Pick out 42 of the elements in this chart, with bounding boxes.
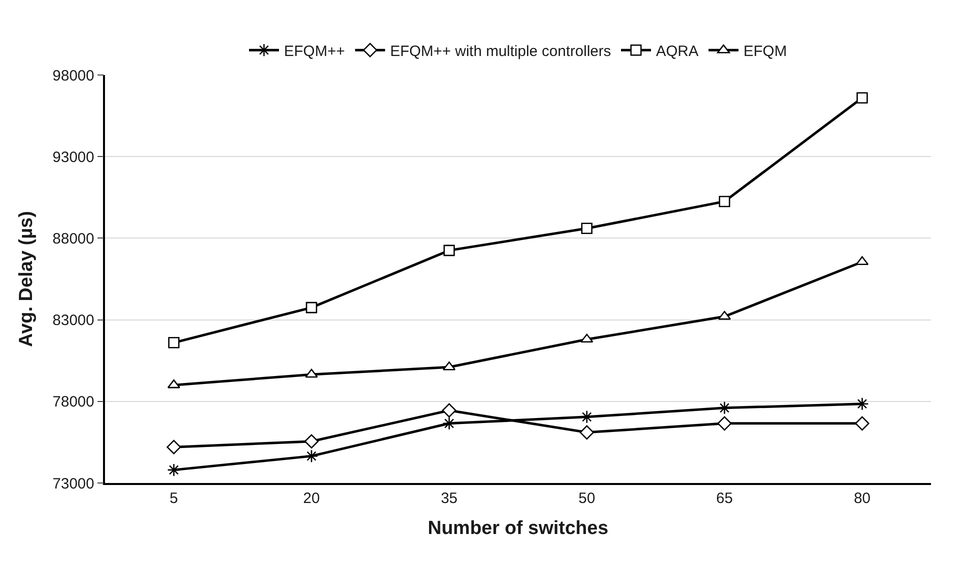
point <box>167 379 180 388</box>
point <box>581 222 592 234</box>
point <box>305 368 318 378</box>
y-tick-label: 93000 <box>52 148 94 166</box>
point <box>444 244 455 256</box>
point <box>580 425 594 440</box>
point <box>717 416 732 431</box>
point <box>718 196 730 208</box>
x-tick-label: 65 <box>716 490 733 507</box>
legend-label: AQRA <box>656 42 699 60</box>
point <box>442 361 456 370</box>
x-tick-label: 5 <box>170 490 178 507</box>
point <box>166 440 181 454</box>
y-tick-label: 83000 <box>52 312 94 330</box>
point <box>442 403 456 418</box>
x-tick-label: 50 <box>578 490 596 507</box>
y-tick-label: 98000 <box>52 67 94 84</box>
legend-label: EFQM++ <box>284 42 346 60</box>
point <box>718 401 732 415</box>
y-tick-label: 73000 <box>52 475 94 492</box>
y-tick-label: 88000 <box>52 230 94 248</box>
point <box>306 302 318 314</box>
point <box>856 256 869 266</box>
point <box>442 416 456 430</box>
point <box>304 449 318 463</box>
point <box>856 397 869 410</box>
x-tick-label: 35 <box>440 490 458 507</box>
x-axis-title: Number of switches <box>428 518 608 540</box>
x-tick-label: 20 <box>303 490 320 507</box>
point <box>718 310 731 320</box>
point <box>856 92 868 104</box>
y-axis-title: Avg. Delay (µs) <box>16 211 37 347</box>
point <box>580 410 594 424</box>
y-tick-label: 78000 <box>52 394 94 411</box>
legend-label: EFQM++ with multiple controllers <box>390 42 611 60</box>
point <box>167 463 180 477</box>
point <box>304 434 319 449</box>
point <box>580 334 594 343</box>
x-tick-label: 80 <box>854 490 871 507</box>
legend-label: EFQM <box>744 42 787 60</box>
point <box>168 337 180 348</box>
point <box>855 416 870 431</box>
